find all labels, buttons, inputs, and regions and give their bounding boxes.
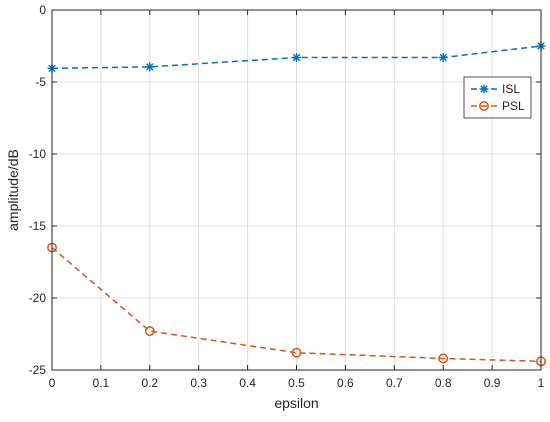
y-axis-label: amplitude/dB — [5, 149, 21, 231]
legend-box — [463, 76, 532, 119]
data-point-isl — [145, 62, 155, 72]
tick-marks — [51, 9, 542, 371]
x-tick-label: 0 — [49, 376, 56, 390]
x-axis-label: epsilon — [274, 395, 318, 411]
x-tick-label: 0.9 — [484, 376, 501, 390]
y-tick-label: -20 — [29, 291, 47, 305]
data-point-isl — [438, 53, 448, 63]
legend-marker-psl — [479, 101, 489, 111]
y-tick-label: -5 — [35, 75, 46, 89]
data-point-psl — [438, 353, 449, 364]
y-tick-label: 0 — [39, 3, 46, 17]
x-tick-label: 0.1 — [93, 376, 110, 390]
data-point-isl — [292, 53, 301, 63]
data-point-psl — [144, 326, 155, 337]
legend: ISL PSL — [463, 76, 532, 119]
x-tick-label: 1 — [538, 376, 545, 390]
series-line-psl — [51, 247, 542, 363]
y-tick-label: -15 — [29, 219, 47, 233]
y-tick-label: -25 — [29, 363, 47, 377]
x-tick-label: 0.2 — [141, 376, 158, 390]
y-tick-label: -10 — [29, 147, 47, 161]
legend-label-psl: PSL — [502, 99, 525, 113]
x-tick-label: 0.8 — [435, 376, 452, 390]
x-tick-label: 0.6 — [337, 376, 354, 390]
y-tick-labels: 0 -5 -10 -15 -20 -25 — [29, 3, 47, 377]
x-tick-labels: 0 0.1 0.2 0.3 0.4 0.5 0.6 0.7 0.8 0.9 1 — [49, 376, 545, 390]
legend-marker-isl — [479, 84, 489, 94]
legend-label-isl: ISL — [502, 82, 520, 96]
x-tick-label: 0.3 — [190, 376, 207, 390]
data-point-psl — [291, 347, 302, 358]
x-tick-label: 0.5 — [288, 376, 305, 390]
grid-lines — [51, 9, 542, 371]
x-tick-label: 0.4 — [239, 376, 256, 390]
x-tick-label: 0.7 — [386, 376, 403, 390]
